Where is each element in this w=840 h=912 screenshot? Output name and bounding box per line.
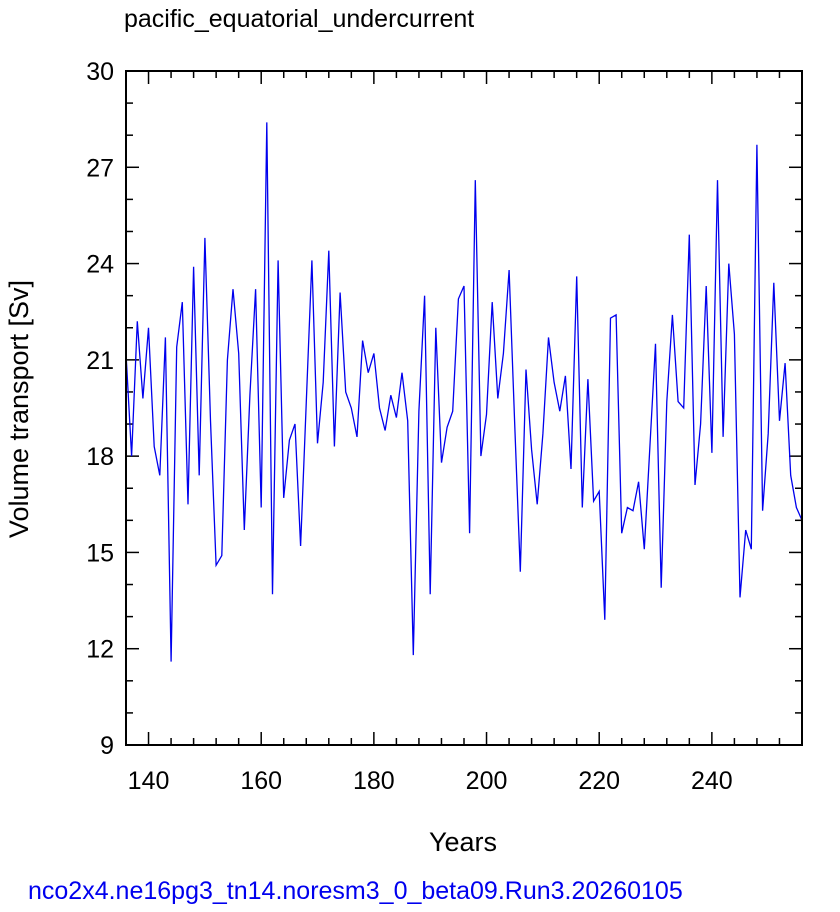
x-tick-label: 200 — [466, 767, 508, 795]
chart-title: pacific_equatorial_undercurrent — [124, 5, 474, 33]
y-tick-label: 18 — [86, 443, 114, 471]
y-tick-label: 15 — [86, 539, 114, 567]
x-tick-label: 220 — [578, 767, 620, 795]
y-tick-label: 21 — [86, 347, 114, 375]
y-tick-label: 30 — [86, 58, 114, 86]
y-axis-ticks — [126, 70, 802, 746]
y-tick-label: 12 — [86, 636, 114, 664]
y-tick-labels: 9 12 15 18 21 24 27 30 — [86, 58, 114, 760]
y-tick-label: 24 — [86, 251, 114, 279]
x-tick-label: 160 — [240, 767, 282, 795]
footer-run-label: nco2x4.ne16pg3_tn14.noresm3_0_beta09.Run… — [28, 877, 683, 905]
x-tick-label: 180 — [353, 767, 395, 795]
y-axis-label: Volume transport [Sv] — [4, 280, 34, 538]
plot-frame — [125, 70, 803, 746]
series-line — [125, 122, 803, 662]
y-tick-label: 27 — [86, 154, 114, 182]
x-tick-label: 140 — [128, 767, 170, 795]
y-tick-label: 9 — [100, 732, 114, 760]
x-axis-label: Years — [429, 827, 497, 857]
x-axis-ticks — [125, 71, 803, 745]
x-tick-labels: 140 160 180 200 220 240 — [128, 767, 733, 795]
x-tick-label: 240 — [691, 767, 733, 795]
